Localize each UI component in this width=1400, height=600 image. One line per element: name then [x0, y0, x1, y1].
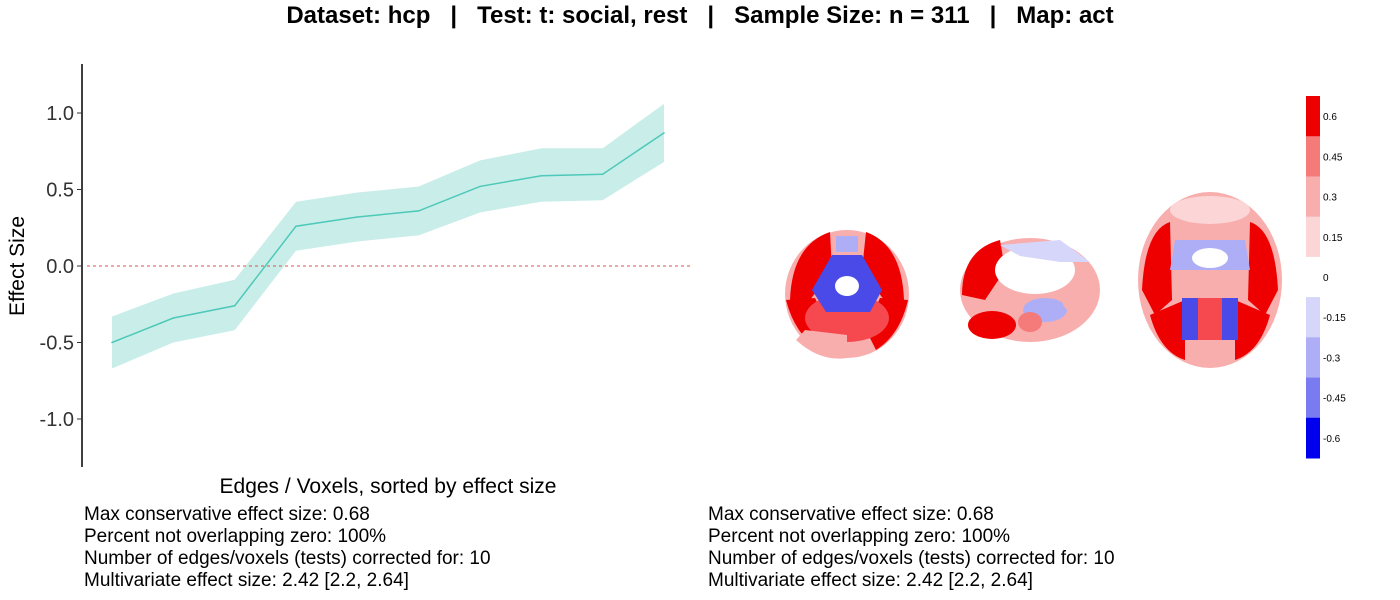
data-point — [540, 174, 543, 177]
colorbar-cell — [1306, 337, 1320, 379]
stats-right-line: Max conservative effect size: 0.68 — [708, 504, 994, 525]
data-point — [663, 132, 665, 134]
colorbar-legend: 0.6 0.45 0.3 0.15 0 -0.15 -0.3 -0.45 -0.6 — [1306, 96, 1346, 459]
colorbar-tick-label: 0.3 — [1323, 193, 1337, 204]
colorbar-cell — [1306, 297, 1320, 338]
stats-right-line: Percent not overlapping zero: 100% — [708, 526, 1011, 547]
confidence-band — [112, 103, 664, 369]
stats-right-line: Number of edges/voxels (tests) corrected… — [708, 548, 1115, 569]
brain-slice-sagittal — [960, 238, 1100, 342]
brain-slice-axial-1 — [785, 230, 909, 359]
colorbar-tick-label: -0.45 — [1323, 394, 1346, 405]
brain-slice-axial-2 — [1138, 192, 1282, 368]
y-tick-label: -0.5 — [40, 333, 74, 355]
colorbar-cell — [1306, 176, 1320, 218]
colorbar-tick-label: -0.15 — [1323, 313, 1346, 324]
effect-size-line — [111, 132, 665, 344]
colorbar-cell — [1306, 96, 1320, 137]
colorbar-tick-label: 0 — [1323, 273, 1329, 284]
brain-slices — [785, 192, 1282, 368]
stats-left-line: Percent not overlapping zero: 100% — [84, 526, 387, 547]
stats-left-line: Number of edges/voxels (tests) corrected… — [84, 548, 491, 569]
left-plot — [87, 103, 692, 369]
stats-right: Max conservative effect size: 0.68 Perce… — [708, 504, 1115, 592]
x-axis-label: Edges / Voxels, sorted by effect size — [220, 475, 557, 498]
colorbar-cell — [1306, 417, 1320, 459]
data-point — [172, 317, 175, 319]
data-point — [356, 216, 359, 218]
colorbar-cell — [1306, 136, 1320, 177]
left-axes: 1.0 0.5 0.0 -0.5 -1.0 — [40, 64, 83, 467]
colorbar-cell — [1306, 377, 1320, 419]
colorbar-tick-label: -0.6 — [1323, 434, 1341, 445]
stats-left: Max conservative effect size: 0.68 Perce… — [84, 504, 491, 592]
colorbar-cell — [1306, 256, 1320, 298]
colorbar-cell — [1306, 216, 1320, 258]
y-tick-label: 0.0 — [46, 256, 74, 278]
colorbar-tick-label: 0.45 — [1323, 152, 1343, 163]
chart-title: Dataset: hcp | Test: t: social, rest | S… — [286, 2, 1114, 29]
colorbar-tick-label: 0.15 — [1323, 233, 1343, 244]
stats-left-line: Max conservative effect size: 0.68 — [84, 504, 370, 525]
colorbar-tick-label: 0.6 — [1323, 112, 1337, 123]
stats-right-line: Multivariate effect size: 2.42 [2.2, 2.6… — [708, 570, 1033, 591]
y-axis-label: Effect Size — [6, 216, 29, 316]
y-tick-label: 1.0 — [46, 103, 74, 125]
data-point — [111, 341, 113, 344]
data-point — [601, 173, 604, 175]
data-point — [295, 225, 297, 228]
data-point — [479, 185, 481, 188]
data-point — [233, 304, 236, 307]
data-point — [417, 210, 420, 212]
y-tick-label: 0.5 — [46, 180, 74, 202]
colorbar-tick-label: -0.3 — [1323, 353, 1341, 364]
y-tick-label: -1.0 — [40, 409, 74, 431]
stats-left-line: Multivariate effect size: 2.42 [2.2, 2.6… — [84, 570, 409, 591]
